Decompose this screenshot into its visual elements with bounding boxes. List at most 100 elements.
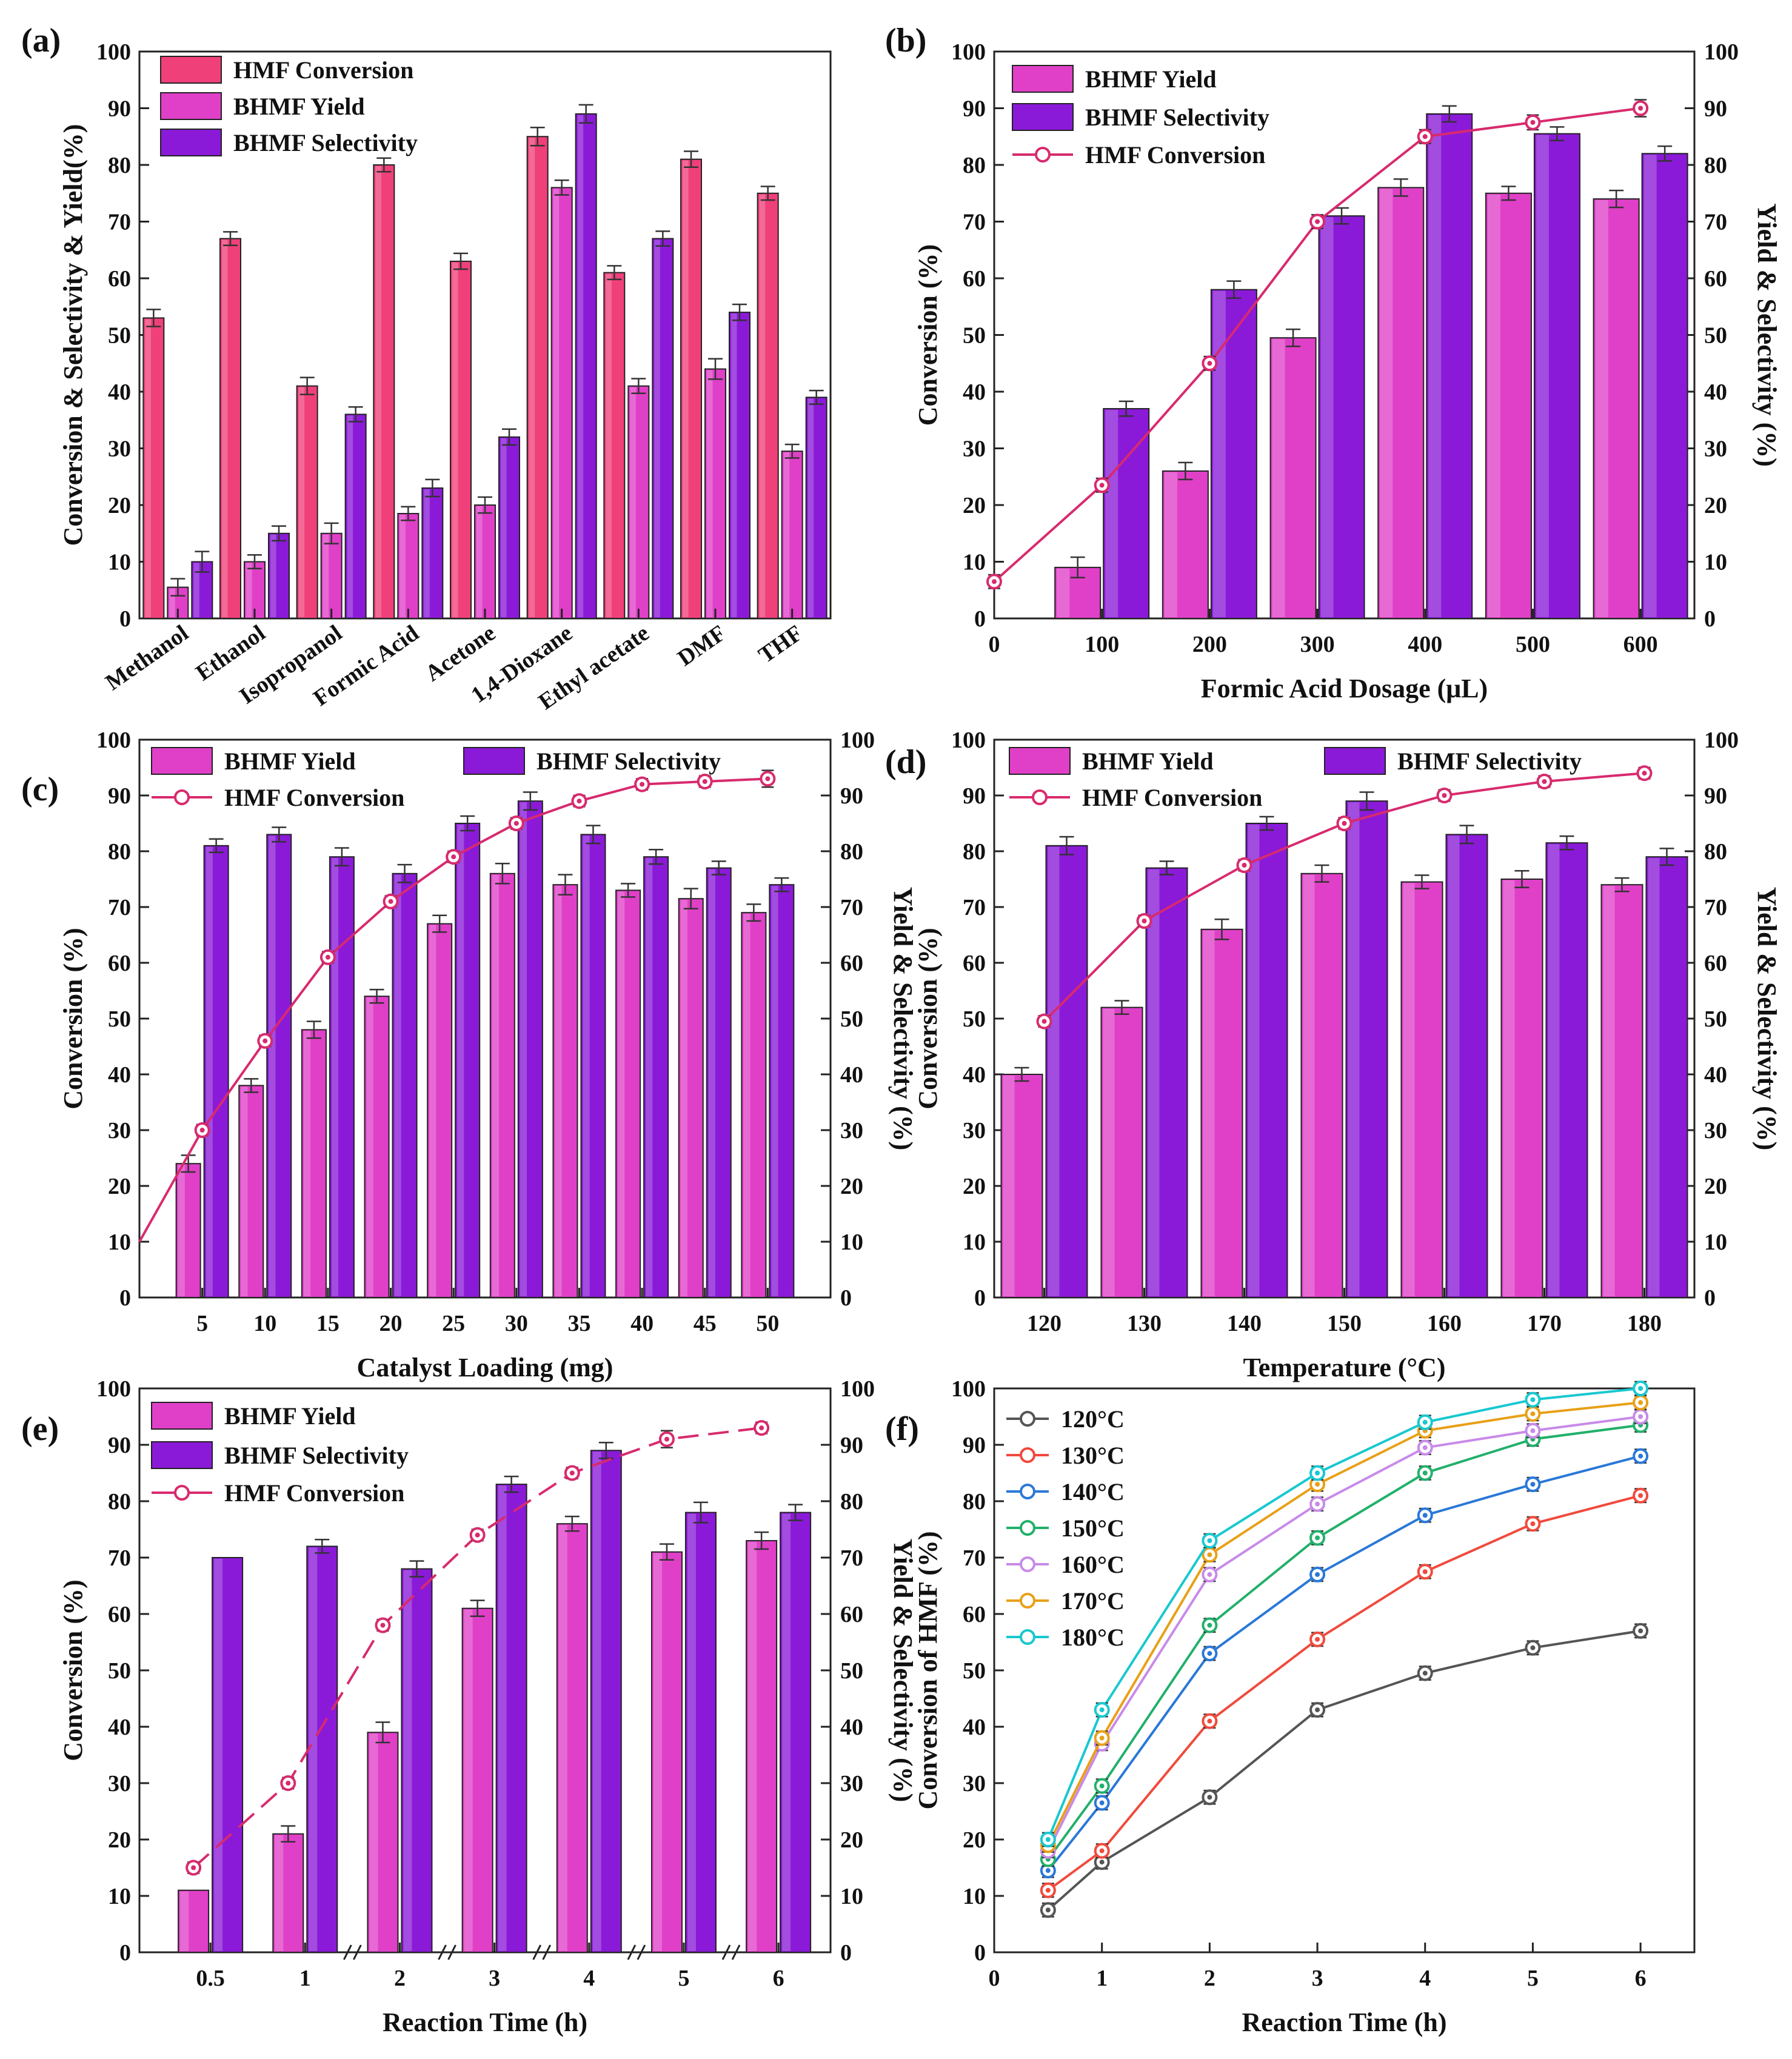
bar-bhmf-yield: [397, 513, 420, 620]
y-tick-label: 30: [108, 1118, 131, 1143]
x-tick-label: 0: [989, 632, 1000, 657]
y-right-tick-label: 30: [840, 1118, 863, 1143]
panel-c-chart: 0 0 10 10 20 20 30 30 40 40 50 50 60 60 70 70 80 80 90 90 10…: [21, 728, 918, 1382]
line-marker-dot: [1045, 1837, 1051, 1842]
legend-label: HMF Conversion: [1082, 784, 1262, 811]
y-tick-label: 0: [974, 606, 986, 632]
legend-label: BHMF Selectivity: [224, 1442, 409, 1469]
y-right-tick-label: 90: [1704, 783, 1727, 809]
x-tick-label: 50: [756, 1311, 779, 1336]
y-tick-label: 80: [108, 153, 131, 178]
y-axis-title: Conversion (%): [913, 928, 943, 1109]
line-marker-dot: [664, 1436, 669, 1442]
bar-highlight: [1048, 846, 1060, 1296]
y-right-axis-title: Yield & Selectivity (%): [888, 1539, 918, 1803]
bar-bhmf-selectivity: [1045, 845, 1088, 1299]
y-tick-label: 80: [108, 1489, 131, 1515]
bar-highlight: [501, 438, 507, 617]
panel-label: (d): [885, 743, 926, 781]
bar-bhmf-yield: [238, 1085, 264, 1299]
bar-highlight: [1248, 825, 1260, 1296]
line-marker-dot: [1638, 1414, 1643, 1419]
bar-highlight: [577, 115, 584, 618]
bar-highlight: [375, 166, 381, 617]
y-right-tick-label: 80: [840, 1489, 863, 1515]
y-right-tick-label: 100: [1704, 39, 1739, 65]
panel-label: (f): [885, 1410, 919, 1448]
bar-bhmf-selectivity: [643, 856, 669, 1298]
y-tick-label: 50: [963, 1658, 986, 1684]
line-marker-dot: [1642, 771, 1647, 776]
line-marker-dot: [1099, 1860, 1105, 1865]
x-tick-label: 100: [1085, 632, 1119, 657]
y-right-tick-label: 0: [840, 1940, 852, 1966]
bar-highlight: [529, 138, 535, 617]
legend-label: BHMF Yield: [224, 748, 356, 775]
y-right-tick-label: 100: [840, 1376, 875, 1402]
line-marker-dot: [1530, 1645, 1536, 1650]
y-tick-label: 10: [963, 1230, 986, 1255]
bar-hmf-conversion: [526, 136, 549, 619]
line-marker-dot: [380, 1622, 386, 1628]
y-tick-label: 20: [108, 493, 131, 518]
bar-highlight: [646, 858, 653, 1296]
line-marker-dot: [475, 1532, 480, 1538]
y-tick-label: 0: [974, 1940, 986, 1966]
y-tick-label: 0: [119, 1940, 131, 1966]
bar-bhmf-yield: [1600, 884, 1643, 1298]
y-right-tick-label: 80: [840, 839, 863, 865]
bar-highlight: [553, 189, 560, 617]
y-tick-label: 20: [108, 1827, 131, 1853]
legend-label: 140°C: [1061, 1478, 1125, 1505]
legend-swatch: [151, 1441, 213, 1469]
x-tick-label: 5: [196, 1311, 208, 1336]
bar-bhmf-selectivity: [306, 1545, 338, 1953]
bar-highlight: [323, 534, 329, 617]
y-tick-label: 0: [119, 1285, 131, 1311]
bar-highlight: [394, 874, 401, 1296]
y-axis-title: Conversion (%): [58, 928, 88, 1109]
bar-highlight: [246, 563, 252, 617]
bar-bhmf-yield: [178, 1889, 210, 1953]
bar-highlight: [1380, 189, 1393, 617]
y-tick-label: 100: [96, 728, 131, 753]
x-tick-label: 35: [567, 1311, 590, 1336]
line-marker-dot: [1099, 1707, 1105, 1713]
line-marker-dot: [1099, 1800, 1105, 1806]
line-marker-dot: [1530, 1521, 1536, 1527]
x-tick-label: 0.5: [196, 1966, 225, 1991]
bar-highlight: [1212, 290, 1226, 617]
line-marker-dot: [1045, 1887, 1051, 1893]
panel-label: (c): [21, 771, 59, 808]
bar-bhmf-yield: [175, 1163, 201, 1298]
bar-highlight: [1448, 835, 1460, 1296]
bar-bhmf-yield: [741, 912, 767, 1298]
bar-highlight: [1003, 1076, 1015, 1296]
line-marker-dot: [1530, 1411, 1536, 1416]
legend-marker: [1020, 1629, 1035, 1645]
line-marker-dot: [765, 776, 771, 782]
bar-highlight: [275, 1835, 284, 1951]
line-marker-dot: [1530, 1482, 1536, 1487]
bar-bhmf-selectivity: [1533, 133, 1580, 619]
y-tick-label: 100: [951, 39, 986, 65]
x-tick-label: 500: [1516, 632, 1550, 657]
line-marker-dot: [1530, 119, 1536, 125]
bar-highlight: [1057, 568, 1070, 617]
line-marker-dot: [1638, 1453, 1643, 1459]
bar-highlight: [1595, 200, 1608, 618]
axis-break: [343, 1944, 352, 1960]
y-right-tick-label: 20: [1704, 1174, 1727, 1199]
x-tick-label: 120: [1027, 1311, 1061, 1336]
bar-bhmf-selectivity: [1210, 289, 1257, 619]
bar-highlight: [309, 1547, 318, 1951]
panel-d-chart: 0 0 10 10 20 20 30 30 40 40 50 50 60 60 70 70 80 80 90 90 10…: [885, 728, 1782, 1382]
line-marker-dot: [759, 1425, 764, 1431]
y-right-axis-title: Yield & Selectivity (%): [1752, 887, 1782, 1151]
y-right-tick-label: 0: [1704, 1285, 1716, 1311]
bar-bhmf-yield: [650, 1551, 683, 1953]
x-tick-label: 130: [1127, 1311, 1162, 1336]
y-tick-label: 80: [963, 839, 986, 865]
line-marker-dot: [1422, 1445, 1428, 1450]
